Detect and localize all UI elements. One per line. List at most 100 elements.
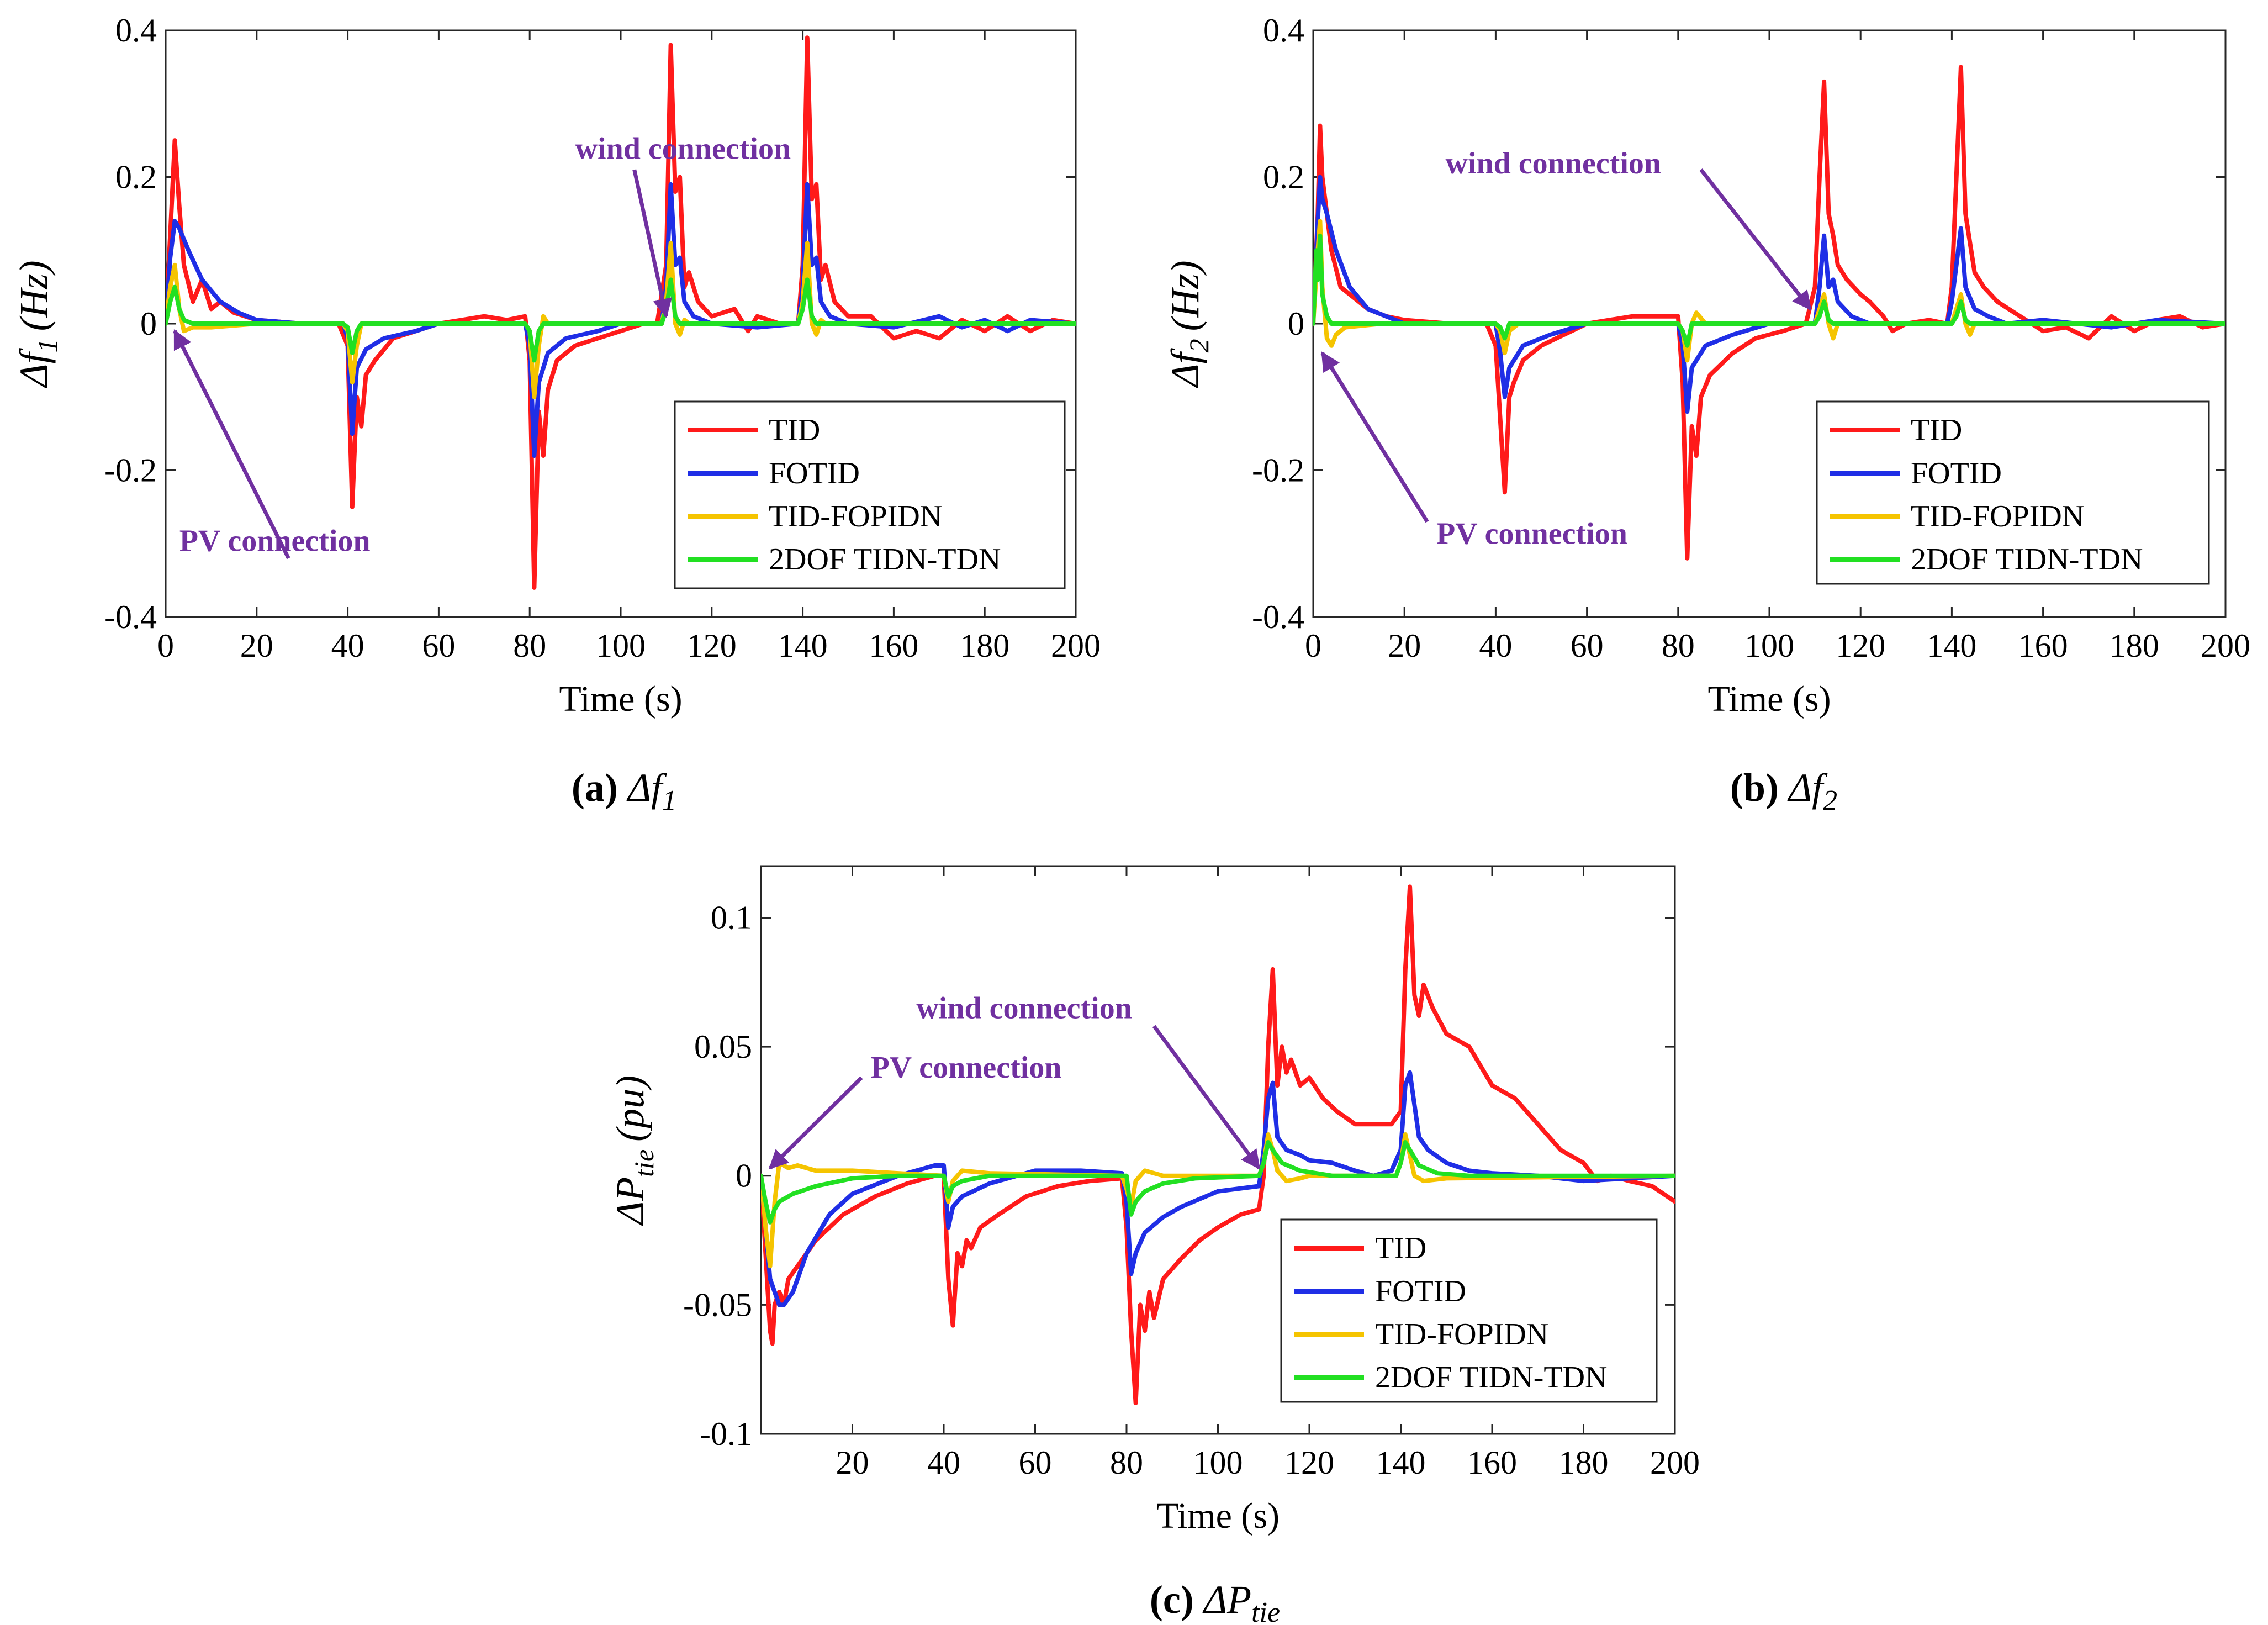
y-tick-label: -0.4	[1252, 599, 1304, 635]
annotation-arrow	[173, 329, 290, 560]
series-group	[761, 884, 1675, 1405]
caption-symbol: Δf	[1787, 766, 1828, 810]
series-group	[166, 35, 1076, 590]
series-line-tid	[761, 884, 1675, 1405]
series-line-2dof-tidn-tdn	[1313, 233, 2225, 348]
x-tick-label: 20	[836, 1444, 869, 1481]
legend-label: 2DOF TIDN-TDN	[1911, 542, 2143, 577]
legend-label: TID	[1911, 413, 1962, 447]
x-tick-label: 100	[596, 627, 646, 664]
x-tick-label: 200	[1650, 1444, 1700, 1481]
x-tick-label: 80	[1110, 1444, 1143, 1481]
y-axis-label-subscript: 1	[32, 339, 63, 352]
annotation-text: PV connection	[1436, 516, 1627, 551]
x-tick-label: 20	[240, 627, 273, 664]
caption-symbol: Δf	[626, 766, 667, 810]
legend-label: TID-FOPIDN	[1911, 499, 2084, 534]
caption-label: (c)	[1150, 1577, 1194, 1622]
caption-label: (a)	[572, 766, 618, 810]
x-tick-label: 60	[422, 627, 455, 664]
y-tick-label: 0.1	[711, 899, 752, 936]
x-tick-label: 160	[2018, 627, 2068, 664]
legend-label: FOTID	[1375, 1274, 1466, 1309]
legend-label: TID	[769, 413, 820, 447]
y-tick-label: 0.4	[1263, 12, 1304, 49]
legend-label: TID-FOPIDN	[1375, 1317, 1548, 1352]
legend-label: 2DOF TIDN-TDN	[1375, 1360, 1608, 1395]
y-tick-label: 0	[1288, 305, 1304, 342]
legend: TID FOTID TID-FOPIDN 2DOF TIDN-TDN	[1816, 400, 2210, 585]
x-tick-label: 100	[1193, 1444, 1243, 1481]
y-axis-label-symbol: ΔP	[608, 1177, 652, 1226]
y-tick-label: -0.2	[1252, 452, 1304, 489]
x-tick-label: 160	[1467, 1444, 1517, 1481]
x-tick-label: 60	[1019, 1444, 1052, 1481]
x-tick-label: 20	[1388, 627, 1421, 664]
x-tick-label: 180	[2110, 627, 2159, 664]
annotation-arrow	[1152, 1025, 1261, 1170]
y-tick-label: -0.1	[700, 1416, 752, 1452]
y-tick-label: 0.4	[115, 12, 157, 49]
series-line-fotid	[1313, 175, 2225, 414]
y-axis-label: ΔPtie (pu)	[608, 1075, 659, 1226]
y-tick-label: -0.4	[104, 599, 157, 635]
annotation-arrow	[632, 169, 672, 319]
x-tick-label: 60	[1571, 627, 1604, 664]
x-tick-label: 100	[1744, 627, 1794, 664]
x-tick-label: 40	[927, 1444, 960, 1481]
caption-subscript: 1	[662, 785, 676, 816]
legend-label: FOTID	[1911, 456, 2002, 490]
y-axis-label-subscript: 2	[1183, 339, 1214, 352]
x-tick-label: 120	[1836, 627, 1885, 664]
legend-label: TID-FOPIDN	[769, 499, 942, 534]
legend-label: 2DOF TIDN-TDN	[769, 542, 1001, 577]
annotation-arrow	[769, 1076, 863, 1170]
caption-subscript: 2	[1823, 785, 1837, 816]
x-tick-label: 40	[331, 627, 364, 664]
x-tick-label: 200	[1051, 627, 1101, 664]
y-tick-label: 0	[140, 305, 157, 342]
annotation-text: wind connection	[1446, 146, 1662, 181]
x-tick-label: 0	[1305, 627, 1321, 664]
annotation-text: wind connection	[916, 991, 1132, 1026]
subfigure-caption: (c) ΔPtie	[1150, 1577, 1280, 1625]
series-line-2dof-tidn-tdn	[761, 1140, 1675, 1225]
legend-box	[674, 400, 1066, 589]
legend-label: FOTID	[769, 456, 860, 490]
y-tick-label: -0.05	[683, 1286, 752, 1323]
y-tick-label: 0.2	[1263, 159, 1304, 196]
y-axis-label-unit: (pu)	[608, 1075, 652, 1142]
x-axis-label: Time (s)	[1707, 679, 1831, 719]
y-tick-label: 0	[736, 1158, 752, 1194]
x-tick-label: 180	[960, 627, 1009, 664]
chart-b: 0 20 40 60 80 100 120 140 160 180 200 -0.4 -0.2 0 0.2 0…	[1163, 12, 2250, 816]
annotation-arrow	[1320, 351, 1429, 523]
y-axis-label: Δf1 (Hz)	[12, 260, 63, 388]
x-tick-label: 120	[687, 627, 737, 664]
y-axis-label-unit: (Hz)	[1163, 260, 1207, 331]
annotation-text: PV connection	[871, 1051, 1062, 1085]
y-axis-label: Δf2 (Hz)	[1163, 260, 1214, 388]
x-tick-label: 0	[157, 627, 174, 664]
x-tick-label: 140	[778, 627, 828, 664]
x-axis-label: Time (s)	[559, 679, 682, 719]
x-tick-label: 140	[1376, 1444, 1426, 1481]
x-tick-label: 200	[2201, 627, 2250, 664]
y-axis-label-symbol: Δf	[12, 347, 56, 388]
series-group	[1313, 65, 2225, 561]
series-line-tid-fopidn	[166, 241, 1076, 399]
y-axis-label-subscript: tie	[628, 1149, 659, 1177]
x-tick-label: 180	[1559, 1444, 1609, 1481]
series-line-fotid	[761, 1070, 1675, 1307]
x-tick-label: 160	[869, 627, 918, 664]
chart-c: 20 40 60 80 100 120 140 160 180 200 -0.1 -0.05 0 0.05…	[608, 865, 1700, 1625]
chart-a: 0 20 40 60 80 100 120 140 160 180 200 -0.4 -0.2 0 0.2 0…	[12, 12, 1101, 816]
legend-label: TID	[1375, 1231, 1426, 1265]
y-tick-label: -0.2	[104, 452, 157, 489]
y-tick-label: 0.2	[115, 159, 157, 196]
annotation-text: wind connection	[575, 131, 791, 166]
subfigure-caption: (a) Δf1	[572, 766, 676, 816]
annotation-arrow	[1699, 168, 1812, 311]
x-tick-label: 140	[1927, 627, 1976, 664]
